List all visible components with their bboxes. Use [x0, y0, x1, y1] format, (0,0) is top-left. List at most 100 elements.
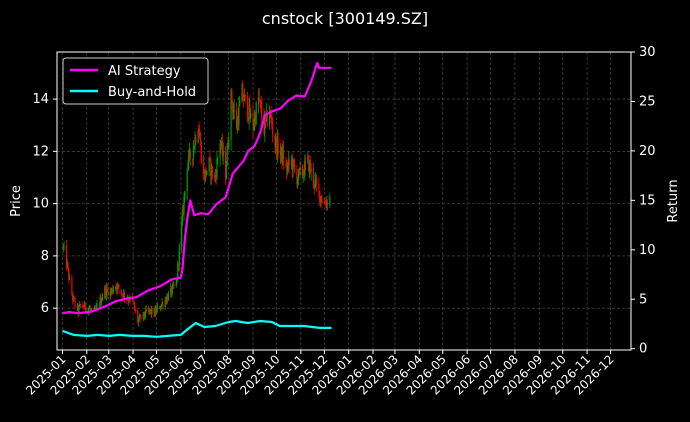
candle-body — [216, 158, 218, 177]
candle-body — [209, 157, 211, 160]
candle-body — [299, 167, 301, 170]
candle-body — [272, 126, 274, 135]
candle-body — [79, 304, 81, 307]
candle-body — [279, 152, 282, 155]
candle-body — [288, 159, 290, 165]
y-right-tick-label: 5 — [639, 292, 647, 307]
candle-body — [178, 247, 180, 265]
candle-body — [261, 105, 263, 118]
candle-body — [264, 117, 267, 119]
candle-body — [121, 293, 123, 295]
candle-body — [120, 289, 122, 294]
candle-body — [198, 130, 200, 135]
candle-body — [210, 166, 213, 177]
candle-body — [109, 291, 111, 297]
candle-body — [65, 245, 68, 267]
candle-body — [76, 305, 78, 308]
candle-body — [166, 296, 168, 303]
candle-body — [314, 180, 316, 187]
y-right-tick-label: 15 — [639, 193, 656, 208]
candle-body — [115, 285, 117, 290]
legend: AI Strategy Buy-and-Hold — [62, 57, 209, 105]
candle-body — [83, 307, 85, 308]
candle-body — [87, 308, 89, 312]
y-right-tick-label: 10 — [639, 243, 656, 258]
candle-body — [82, 304, 84, 308]
candle-body — [170, 287, 172, 294]
candle-body — [260, 101, 262, 106]
candle-body — [248, 104, 250, 121]
candle-body — [309, 162, 311, 172]
candle-body — [187, 164, 189, 171]
candle-body — [177, 263, 179, 279]
series-line-ai-strategy — [62, 61, 332, 315]
candle-body — [217, 158, 219, 159]
candle-body — [68, 268, 70, 280]
candle-body — [161, 302, 163, 305]
candle-body — [233, 110, 235, 111]
candle-body — [244, 94, 246, 96]
candle-body — [182, 209, 184, 214]
candle-body — [74, 300, 76, 308]
candle-body — [293, 159, 295, 165]
candle-body — [224, 151, 227, 179]
candle-body — [66, 262, 68, 267]
candle-body — [155, 308, 158, 313]
y-right-tick-label: 20 — [639, 144, 656, 159]
candle-body — [200, 142, 202, 163]
candle-body — [241, 84, 243, 103]
candle-body — [89, 308, 91, 309]
candle-body — [107, 290, 109, 297]
candle-body — [90, 309, 93, 311]
plot-frame — [56, 51, 632, 351]
x-axis: 2025-012025-022025-032025-042025-052025-… — [23, 350, 617, 398]
candle-body — [170, 287, 173, 294]
candle-body — [297, 169, 300, 179]
candle-body — [214, 176, 216, 178]
candle-body — [68, 278, 71, 280]
candle-body — [304, 161, 306, 176]
candle-body — [173, 284, 175, 287]
candle-body — [183, 196, 185, 214]
candle-body — [231, 90, 233, 106]
candle-body — [95, 306, 97, 310]
candle-body — [144, 316, 146, 318]
y-right-tick-label: 0 — [639, 342, 647, 357]
candle-body — [304, 161, 307, 163]
candle-body — [286, 166, 288, 172]
candle-body — [181, 209, 184, 222]
candle-body — [151, 308, 153, 314]
candle-body — [252, 113, 254, 129]
candle-body — [100, 297, 102, 304]
candle-body — [162, 302, 164, 308]
candle-body — [63, 245, 65, 247]
candle-body — [250, 113, 252, 118]
candle-body — [258, 97, 260, 101]
candle-body — [73, 296, 75, 301]
candle-body — [247, 118, 249, 121]
candle-body — [242, 84, 244, 99]
candle-body — [99, 297, 101, 306]
candle-body — [303, 173, 305, 176]
candle-body — [134, 303, 136, 310]
candle-body — [148, 308, 151, 311]
candle-body — [232, 110, 235, 113]
candle-body — [140, 315, 142, 320]
candle-body — [227, 145, 229, 148]
candle-body — [292, 159, 294, 171]
candle-body — [326, 201, 329, 206]
candle-body — [122, 294, 124, 298]
candle-body — [154, 308, 156, 316]
candle-body — [79, 304, 82, 306]
candle-body — [72, 294, 74, 300]
candle-body — [301, 167, 304, 176]
legend-box — [62, 57, 209, 105]
candle-body — [315, 179, 317, 181]
candle-body — [195, 137, 197, 143]
candle-body — [123, 292, 126, 299]
candle-body — [172, 284, 174, 287]
candle-body — [321, 201, 323, 203]
candle-body — [290, 159, 293, 165]
